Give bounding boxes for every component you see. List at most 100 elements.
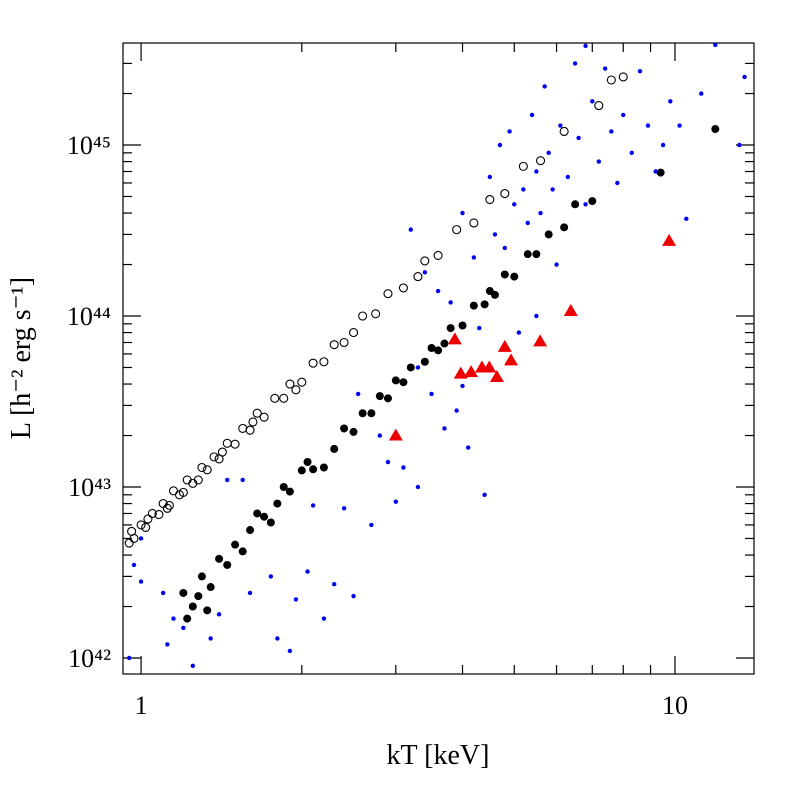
open-circle-point <box>469 218 479 228</box>
small-dot-point <box>737 142 742 148</box>
small-dot-point <box>583 202 588 207</box>
open-circle-point <box>358 311 368 321</box>
small-dot-point <box>208 636 213 641</box>
dot-point <box>197 572 206 581</box>
y-axis-label: L [h⁻² erg s⁻¹] <box>6 277 37 439</box>
small-dot-point <box>660 142 666 148</box>
small-dot-point <box>713 42 718 48</box>
dot-point <box>206 583 215 592</box>
open-circle-point <box>197 462 207 473</box>
open-circle-point <box>606 75 616 85</box>
small-dot-point <box>516 330 522 335</box>
dot-point <box>711 125 720 134</box>
small-dot-point <box>538 210 543 216</box>
dot-point <box>340 424 349 433</box>
open-circle-point <box>252 408 262 418</box>
dot-point <box>188 602 197 611</box>
triangle-point <box>482 360 497 373</box>
small-dot-point <box>305 569 310 574</box>
small-dot-point <box>677 123 682 128</box>
small-dot-point <box>401 465 406 470</box>
x-axis-label: kT [keV] <box>387 740 490 771</box>
dot-point <box>358 409 367 418</box>
dot-point <box>420 357 429 366</box>
small-dot-point <box>572 61 578 66</box>
small-dot-point <box>487 174 493 180</box>
plot-frame <box>122 42 755 675</box>
open-circle-point <box>291 385 301 395</box>
small-dot-point <box>435 288 441 294</box>
small-dot-point <box>275 636 280 641</box>
dot-point <box>194 592 203 601</box>
open-circle-point <box>485 194 495 205</box>
open-circle-point <box>535 156 546 166</box>
triangle-point <box>503 353 518 366</box>
small-dot-point <box>460 383 465 389</box>
small-dot-point <box>471 255 477 260</box>
small-dot-point <box>321 616 327 621</box>
small-dot-point <box>160 590 166 596</box>
small-dot-point <box>583 43 588 49</box>
open-circle-point <box>143 514 153 524</box>
small-dot-point <box>558 123 563 128</box>
dot-point <box>238 547 247 556</box>
small-dot-point <box>609 129 614 134</box>
small-dot-point <box>621 112 626 118</box>
open-circle-point <box>193 475 203 485</box>
small-dot-point <box>287 648 293 654</box>
dot-point <box>303 458 312 467</box>
dot-point <box>349 427 358 436</box>
small-dot-point <box>165 642 170 647</box>
dot-point <box>399 378 408 387</box>
open-circle-point <box>202 465 212 475</box>
dot-point <box>391 376 400 385</box>
dot-point <box>375 392 384 401</box>
small-dot-point <box>190 663 196 669</box>
open-circle-point <box>174 490 185 500</box>
small-dot-point <box>637 69 643 74</box>
small-dot-point <box>699 91 704 96</box>
open-circle-point <box>222 438 232 448</box>
small-dot-point <box>684 216 689 222</box>
small-dot-point <box>454 408 459 413</box>
dot-point <box>406 363 415 372</box>
small-dot-point <box>482 492 487 498</box>
small-dot-point <box>742 74 747 80</box>
y-tick-label: 10⁴³ <box>68 473 111 502</box>
small-dot-point <box>512 202 517 207</box>
dot-point <box>490 290 499 299</box>
dot-point <box>179 588 188 597</box>
dot-point <box>510 272 519 281</box>
open-circle-point <box>559 126 569 137</box>
small-dot-point <box>442 426 447 431</box>
small-dot-point <box>615 180 620 186</box>
small-dot-point <box>332 582 337 587</box>
small-dot-point <box>497 142 503 148</box>
dot-point <box>523 250 532 259</box>
dot-point <box>427 343 436 352</box>
dot-point <box>309 465 318 474</box>
small-dot-point <box>126 655 132 661</box>
small-dot-point <box>247 590 253 596</box>
small-dot-point <box>590 99 595 104</box>
dot-point <box>231 540 240 549</box>
x-tick-label: 10 <box>662 691 688 720</box>
small-dot-point <box>369 522 374 528</box>
open-circle-point <box>162 503 172 513</box>
small-dot-point <box>596 159 602 164</box>
small-dot-point <box>341 506 347 511</box>
dot-point <box>532 250 541 259</box>
dot-point <box>246 526 255 535</box>
open-circle-point <box>217 447 227 457</box>
open-circle-point <box>168 486 179 496</box>
dot-point <box>319 463 328 472</box>
open-circle-point <box>259 412 269 422</box>
open-circle-point <box>124 538 134 548</box>
small-dot-point <box>492 232 498 237</box>
small-dot-point <box>507 129 512 134</box>
dot-point <box>253 509 262 518</box>
triangle-point <box>464 365 479 378</box>
y-tick-label: 10⁴⁵ <box>67 131 111 160</box>
